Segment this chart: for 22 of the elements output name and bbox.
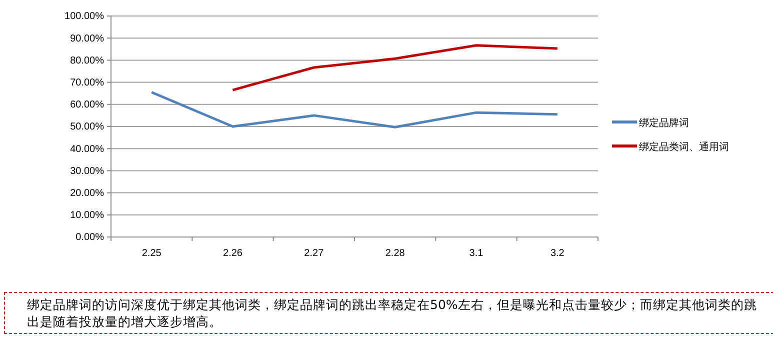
y-tick-label: 0.00% <box>76 232 104 244</box>
line-series <box>232 44 559 92</box>
y-tick-label: 100.00% <box>64 11 104 22</box>
x-tick-label: 2.26 <box>223 248 243 260</box>
legend-label: 绑定品类词、通用词 <box>639 141 729 153</box>
y-tick-label: 90.00% <box>70 33 104 44</box>
y-tick-label: 60.00% <box>70 100 104 111</box>
line-series <box>150 90 559 128</box>
y-tick-label: 50.00% <box>70 122 104 133</box>
x-tick-label: 3.1 <box>469 248 484 260</box>
legend-label: 绑定品牌词 <box>639 117 689 129</box>
x-tick-label: 2.25 <box>142 248 162 260</box>
x-tick-label: 2.27 <box>304 248 324 260</box>
x-tick-label: 2.28 <box>385 248 406 260</box>
text: 绑定品牌词的访问深度优于绑定其他词类，绑定品牌词的跳出率稳定在50%左右，但是曝光和点击量较少；而绑定其他词类的跳出是随着投放量的增大逐步增高。 <box>27 296 758 330</box>
y-tick-label: 70.00% <box>70 78 104 88</box>
y-tick-label: 80.00% <box>70 55 104 66</box>
y-tick-label: 40.00% <box>70 144 104 155</box>
y-tick-label: 10.00% <box>70 210 104 222</box>
y-tick-label: 20.00% <box>70 188 104 199</box>
x-tick-label: 3.2 <box>550 248 565 260</box>
y-tick-label: 30.00% <box>70 166 104 177</box>
